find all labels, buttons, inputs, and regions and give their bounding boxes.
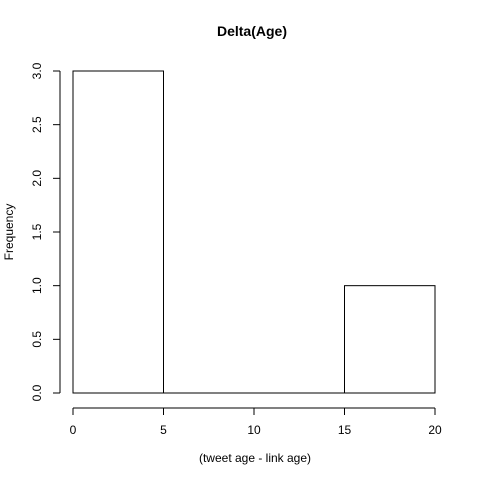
x-axis-label: (tweet age - link age) xyxy=(199,451,311,465)
x-tick-label-3: 15 xyxy=(338,423,352,437)
chart-title: Delta(Age) xyxy=(217,23,287,39)
histogram-bar-0 xyxy=(72,70,164,394)
y-tick-label-5: 2.5 xyxy=(30,116,44,133)
x-axis: 0 5 10 15 20 xyxy=(70,407,442,437)
y-tick-label-0: 0.0 xyxy=(30,384,44,401)
y-tick-label-6: 3.0 xyxy=(30,62,44,79)
y-tick-label-2: 1.0 xyxy=(30,277,44,294)
y-tick-label-1: 0.5 xyxy=(30,331,44,348)
y-axis: 0.0 0.5 1.0 1.5 2.0 2.5 3.0 xyxy=(30,62,61,401)
x-tick-label-2: 10 xyxy=(247,423,261,437)
y-tick-label-4: 2.0 xyxy=(30,170,44,187)
histogram-bar-3 xyxy=(344,285,436,394)
y-axis-label: Frequency xyxy=(2,204,16,261)
y-tick-label-3: 1.5 xyxy=(30,223,44,240)
x-tick-label-1: 5 xyxy=(160,423,167,437)
x-tick-label-4: 20 xyxy=(428,423,442,437)
x-tick-label-0: 0 xyxy=(70,423,77,437)
bars-layer xyxy=(72,70,436,394)
